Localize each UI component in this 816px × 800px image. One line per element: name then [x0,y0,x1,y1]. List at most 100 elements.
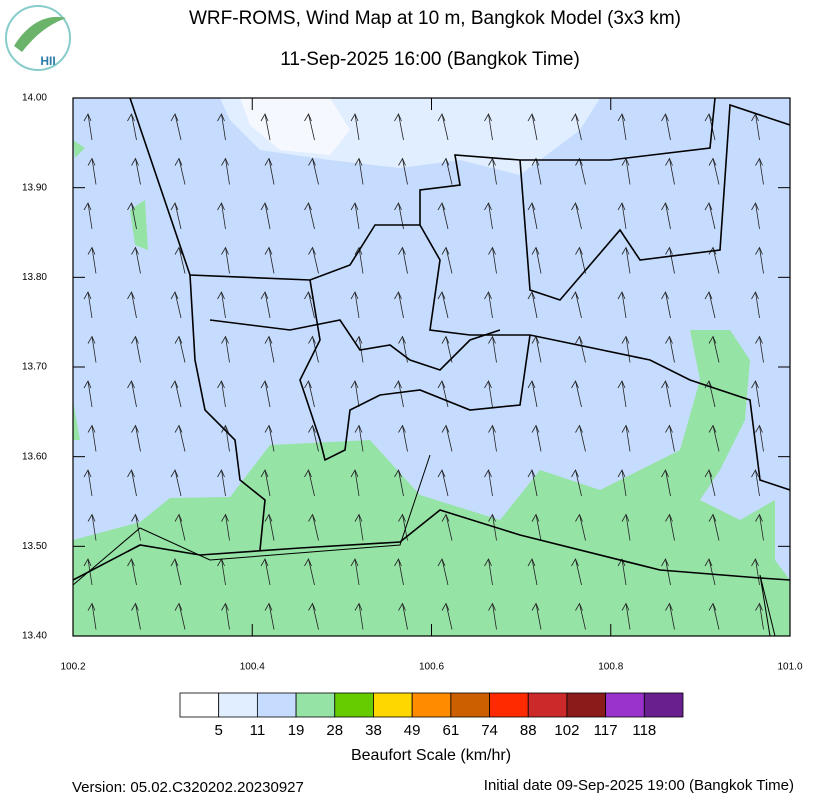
legend-level: 38 [365,722,382,739]
wind-arrow [127,558,137,586]
boundary [419,224,790,491]
wind-arrow [131,513,141,541]
y-tick-label: 13.90 [22,182,47,193]
wind-arrow [441,424,453,452]
wind-arrow [260,202,271,230]
wind-arrow [661,380,671,408]
wind-arrow [531,602,542,630]
wind-arrow [708,335,720,363]
wind-arrow [221,424,230,452]
wind-arrow [264,157,275,185]
wind-arrow [398,602,408,630]
wind-arrow [308,424,319,452]
legend-swatch [643,692,684,718]
coastline [73,509,790,581]
wind-arrow [621,335,631,363]
wind-arrows [83,113,764,630]
wind-arrow [174,246,186,274]
wind-arrow [217,113,226,141]
wind-arrow [484,558,493,586]
wind-arrow [131,602,141,630]
wind-arrow [264,335,275,363]
wind-arrow [755,513,764,541]
wind-arrow [217,202,226,230]
boundary [209,319,501,371]
wind-arrow [484,469,493,497]
wind-arrow [617,291,627,319]
wind-arrow [665,424,675,452]
legend-level: 49 [404,722,421,739]
wind-arrow [260,469,271,497]
legend-title: Beaufort Scale (km/hr) [351,747,511,764]
wind-arrow [661,291,671,319]
wind-arrow [704,291,716,319]
wind-arrow [484,291,493,319]
wind-arrow [527,291,538,319]
wind-arrow [661,113,671,141]
wind-arrow [87,335,97,363]
wind-arrow [484,202,493,230]
coastline [73,454,776,636]
wind-arrow [621,513,631,541]
wind-arrow [221,335,230,363]
wind-arrow [354,157,364,185]
y-tick-label: 13.60 [22,451,47,462]
wind-arrow [221,602,230,630]
wind-arrow [350,291,360,319]
wind-arrow [350,380,360,408]
wind-arrow [83,202,93,230]
wind-arrow [704,558,716,586]
wind-arrow [661,558,671,586]
wind-arrow [437,558,449,586]
wind-arrow [665,157,675,185]
legend-swatch [295,692,336,718]
wind-arrow [755,335,764,363]
boundaries [73,98,790,636]
wind-arrow [437,291,449,319]
legend-level: 118 [632,722,656,739]
wind-arrow [304,558,315,586]
wind-arrow [441,602,453,630]
wind-arrow [437,380,449,408]
wind-arrow [617,202,627,230]
wind-arrow [304,380,315,408]
wind-arrow [174,157,186,185]
wind-arrow [755,157,764,185]
wind-arrow [87,424,97,452]
wind-arrow [398,424,408,452]
wind-arrow [87,513,97,541]
wind-arrow [83,113,93,141]
wind-arrow [755,246,764,274]
legend-swatch [489,692,529,718]
wind-arrow [174,424,186,452]
wind-arrow [264,246,275,274]
legend-swatch [218,692,258,718]
wind-arrow [350,558,360,586]
wind-arrow [87,602,97,630]
x-tick-label: 100.4 [240,662,265,673]
wind-arrow [394,291,404,319]
wind-arrow [87,246,97,274]
legend: 5 11 19 28 38 49 61 74 88 102 117 118 [179,692,684,739]
wind-arrow [617,113,627,141]
white-zone [240,98,350,155]
green-zone [73,330,790,636]
wind-arrow [398,246,408,274]
wind-arrow [488,246,497,274]
wind-arrow [621,424,631,452]
legend-swatch [450,692,490,718]
x-tick-label: 100.6 [419,662,444,673]
wind-arrow [350,202,360,230]
wind-arrow [708,157,720,185]
wind-arrow [571,558,582,586]
wind-arrow [221,513,230,541]
wind-arrow [354,602,364,630]
wind-arrow [308,602,319,630]
wind-arrow [437,113,449,141]
wind-arrow [354,246,364,274]
wind-arrow [127,291,137,319]
wind-arrow [264,513,275,541]
legend-level: 5 [215,722,223,739]
legend-level: 19 [288,722,305,739]
wind-arrow [260,558,271,586]
